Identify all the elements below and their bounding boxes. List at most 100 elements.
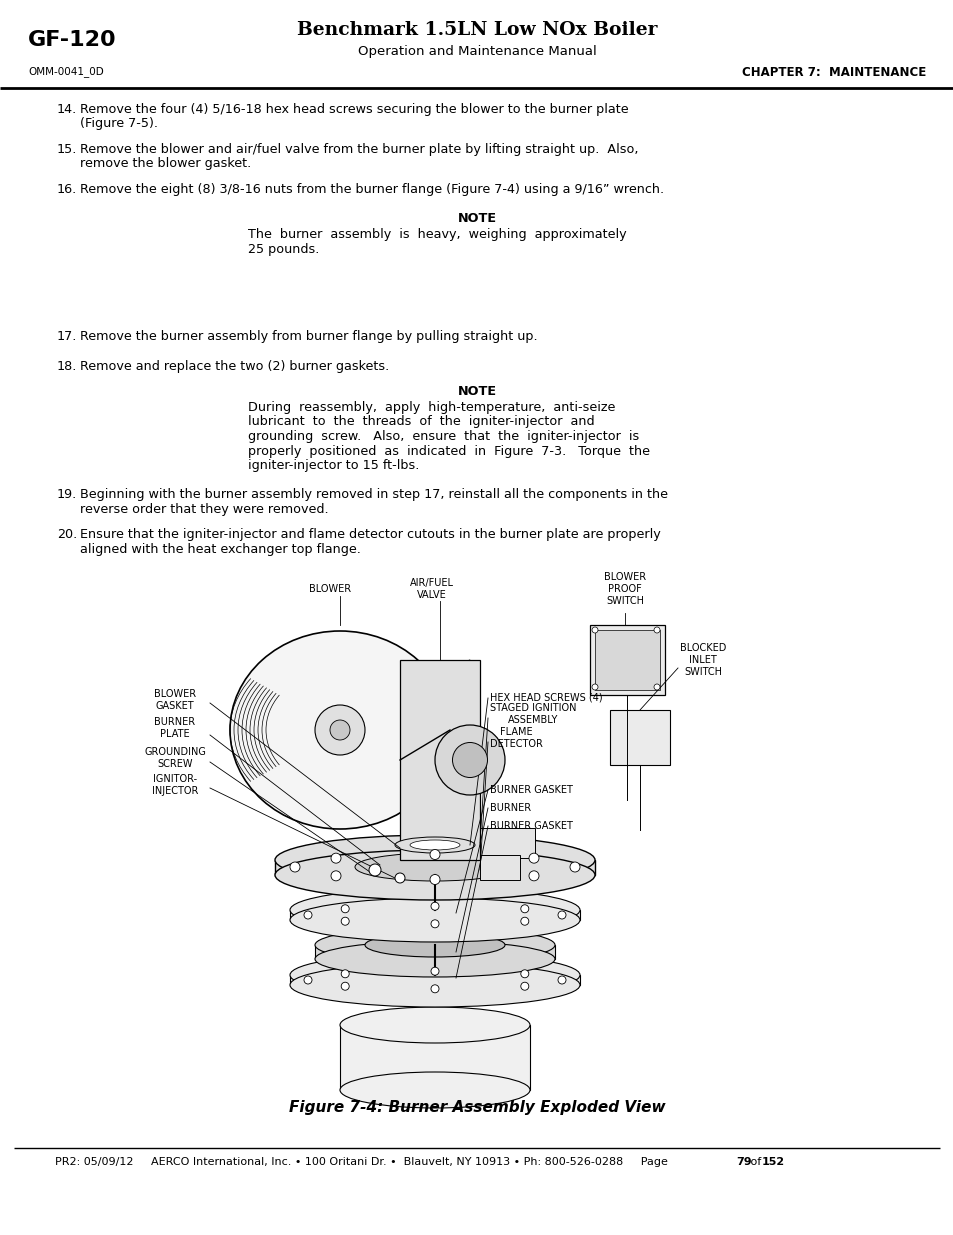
- Ellipse shape: [330, 720, 350, 740]
- Bar: [479, 855, 519, 881]
- Text: IGNITOR-
INJECTOR: IGNITOR- INJECTOR: [152, 774, 198, 795]
- Ellipse shape: [452, 742, 487, 778]
- Circle shape: [431, 967, 438, 976]
- Ellipse shape: [314, 927, 555, 963]
- Text: GROUNDING
SCREW: GROUNDING SCREW: [144, 747, 206, 769]
- Text: STAGED IGNITION
ASSEMBLY: STAGED IGNITION ASSEMBLY: [490, 703, 576, 725]
- Text: igniter-injector to 15 ft-lbs.: igniter-injector to 15 ft-lbs.: [248, 459, 419, 472]
- Text: During  reassembly,  apply  high-temperature,  anti-seize: During reassembly, apply high-temperatur…: [248, 401, 615, 414]
- Circle shape: [654, 627, 659, 634]
- Text: Operation and Maintenance Manual: Operation and Maintenance Manual: [357, 46, 596, 58]
- Text: properly  positioned  as  indicated  in  Figure  7-3.   Torque  the: properly positioned as indicated in Figu…: [248, 445, 649, 457]
- Ellipse shape: [435, 725, 504, 795]
- Text: Remove the eight (8) 3/8-16 nuts from the burner flange (Figure 7-4) using a 9/1: Remove the eight (8) 3/8-16 nuts from th…: [80, 183, 663, 196]
- Text: Remove the burner assembly from burner flange by pulling straight up.: Remove the burner assembly from burner f…: [80, 330, 537, 343]
- Circle shape: [290, 862, 299, 872]
- Text: AIR/FUEL
VALVE: AIR/FUEL VALVE: [410, 578, 454, 600]
- Circle shape: [430, 874, 439, 884]
- Text: HEX HEAD SCREWS (4): HEX HEAD SCREWS (4): [490, 693, 602, 703]
- Bar: [479, 827, 535, 858]
- Circle shape: [529, 871, 538, 881]
- Ellipse shape: [314, 941, 555, 977]
- Circle shape: [520, 969, 528, 978]
- Text: of: of: [746, 1157, 764, 1167]
- Text: 25 pounds.: 25 pounds.: [248, 242, 319, 256]
- Circle shape: [431, 920, 438, 927]
- Ellipse shape: [410, 840, 459, 850]
- Circle shape: [569, 862, 579, 872]
- Bar: [339, 1025, 530, 1091]
- Circle shape: [431, 984, 438, 993]
- Ellipse shape: [290, 898, 579, 942]
- Circle shape: [529, 853, 538, 863]
- Text: Beginning with the burner assembly removed in step 17, reinstall all the compone: Beginning with the burner assembly remov…: [80, 488, 667, 501]
- Bar: [589, 625, 664, 695]
- Circle shape: [430, 850, 439, 860]
- Text: BLOCKED
INLET
SWITCH: BLOCKED INLET SWITCH: [679, 643, 725, 677]
- Circle shape: [341, 982, 349, 990]
- Text: Remove the four (4) 5/16-18 hex head screws securing the blower to the burner pl: Remove the four (4) 5/16-18 hex head scr…: [80, 103, 628, 116]
- Text: remove the blower gasket.: remove the blower gasket.: [80, 158, 251, 170]
- Text: aligned with the heat exchanger top flange.: aligned with the heat exchanger top flan…: [80, 542, 360, 556]
- Circle shape: [520, 905, 528, 913]
- Circle shape: [304, 911, 312, 919]
- Circle shape: [341, 905, 349, 913]
- Circle shape: [431, 903, 438, 910]
- Ellipse shape: [274, 835, 595, 885]
- Text: 152: 152: [761, 1157, 784, 1167]
- Text: PR2: 05/09/12     AERCO International, Inc. • 100 Oritani Dr. •  Blauvelt, NY 10: PR2: 05/09/12 AERCO International, Inc. …: [55, 1157, 671, 1167]
- Circle shape: [558, 976, 565, 984]
- Text: 16.: 16.: [57, 183, 77, 196]
- Bar: [290, 910, 579, 920]
- Text: 15.: 15.: [57, 143, 77, 156]
- Circle shape: [520, 918, 528, 925]
- Circle shape: [520, 982, 528, 990]
- Ellipse shape: [395, 837, 475, 853]
- Text: BLOWER: BLOWER: [309, 584, 351, 594]
- Text: Benchmark 1.5LN Low NOx Boiler: Benchmark 1.5LN Low NOx Boiler: [296, 21, 657, 40]
- Text: Figure 7-4: Burner Assembly Exploded View: Figure 7-4: Burner Assembly Exploded Vie…: [289, 1100, 664, 1115]
- Text: BURNER GASKET: BURNER GASKET: [490, 785, 572, 795]
- Ellipse shape: [365, 932, 504, 957]
- Ellipse shape: [339, 1072, 530, 1108]
- Ellipse shape: [290, 953, 579, 997]
- Text: lubricant  to  the  threads  of  the  igniter-injector  and: lubricant to the threads of the igniter-…: [248, 415, 594, 429]
- Circle shape: [331, 871, 340, 881]
- Ellipse shape: [230, 631, 450, 829]
- Ellipse shape: [339, 1007, 530, 1044]
- Circle shape: [558, 911, 565, 919]
- Text: OMM-0041_0D: OMM-0041_0D: [28, 67, 104, 78]
- Circle shape: [369, 864, 380, 876]
- Circle shape: [654, 684, 659, 690]
- Text: GF-120: GF-120: [28, 30, 116, 49]
- Text: 79: 79: [735, 1157, 751, 1167]
- Ellipse shape: [314, 705, 365, 755]
- Text: grounding  screw.   Also,  ensure  that  the  igniter-injector  is: grounding screw. Also, ensure that the i…: [248, 430, 639, 443]
- Circle shape: [331, 853, 340, 863]
- Ellipse shape: [290, 963, 579, 1007]
- Text: 20.: 20.: [57, 529, 77, 541]
- Bar: [290, 974, 579, 986]
- Text: Remove the blower and air/fuel valve from the burner plate by lifting straight u: Remove the blower and air/fuel valve fro…: [80, 143, 638, 156]
- Text: NOTE: NOTE: [457, 212, 496, 225]
- Text: CHAPTER 7:  MAINTENANCE: CHAPTER 7: MAINTENANCE: [741, 65, 925, 79]
- Text: The  burner  assembly  is  heavy,  weighing  approximately: The burner assembly is heavy, weighing a…: [248, 228, 626, 241]
- Text: BURNER
PLATE: BURNER PLATE: [154, 718, 195, 739]
- Text: 17.: 17.: [57, 330, 77, 343]
- Bar: [274, 860, 595, 876]
- Ellipse shape: [274, 850, 595, 900]
- Circle shape: [341, 918, 349, 925]
- Circle shape: [395, 873, 405, 883]
- Bar: [314, 945, 555, 960]
- Text: BLOWER
PROOF
SWITCH: BLOWER PROOF SWITCH: [603, 572, 645, 605]
- Text: Remove and replace the two (2) burner gaskets.: Remove and replace the two (2) burner ga…: [80, 359, 389, 373]
- Ellipse shape: [355, 853, 515, 881]
- Text: reverse order that they were removed.: reverse order that they were removed.: [80, 503, 328, 515]
- Polygon shape: [419, 659, 470, 800]
- Bar: [609, 710, 669, 764]
- Text: BLOWER
GASKET: BLOWER GASKET: [153, 689, 196, 711]
- Circle shape: [592, 627, 598, 634]
- Bar: [399, 659, 479, 860]
- Text: BURNER GASKET: BURNER GASKET: [490, 821, 572, 831]
- Ellipse shape: [290, 888, 579, 932]
